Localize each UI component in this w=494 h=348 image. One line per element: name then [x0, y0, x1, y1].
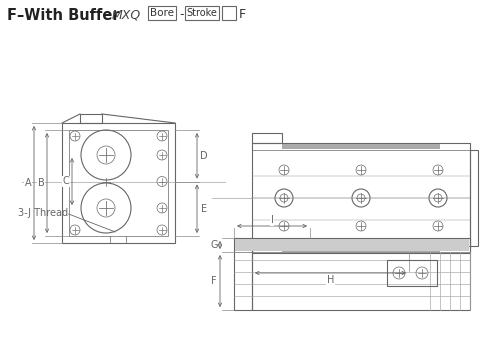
Bar [282, 247, 440, 252]
Bar [470, 150, 478, 246]
Text: E: E [201, 204, 207, 214]
Bar [252, 133, 282, 143]
Bar [80, 114, 102, 123]
Bar [252, 143, 470, 150]
Text: F–With Buffer: F–With Buffer [7, 8, 120, 23]
Text: F: F [239, 8, 246, 21]
Bar [252, 246, 470, 253]
Text: 3-J Thread: 3-J Thread [18, 208, 68, 218]
Text: MXQ: MXQ [112, 8, 141, 21]
Bar [235, 239, 469, 251]
Text: B: B [38, 178, 44, 188]
Bar [148, 6, 176, 20]
Text: H: H [327, 275, 334, 285]
Text: D: D [200, 151, 208, 161]
Bar [252, 238, 470, 310]
Bar [252, 143, 470, 253]
Bar [234, 238, 252, 310]
Text: Stroke: Stroke [187, 8, 217, 18]
Bar [62, 123, 175, 243]
Text: C: C [63, 176, 69, 187]
Text: -: - [179, 8, 183, 21]
Text: A: A [25, 178, 31, 188]
Text: F: F [211, 276, 217, 286]
Bar [185, 6, 219, 20]
Text: Bore: Bore [150, 8, 174, 18]
Text: I: I [271, 215, 274, 225]
Bar [282, 144, 440, 149]
Bar [234, 238, 470, 252]
Bar [222, 6, 236, 20]
Bar [69, 130, 168, 236]
Text: G: G [210, 240, 218, 250]
Bar [387, 260, 437, 286]
